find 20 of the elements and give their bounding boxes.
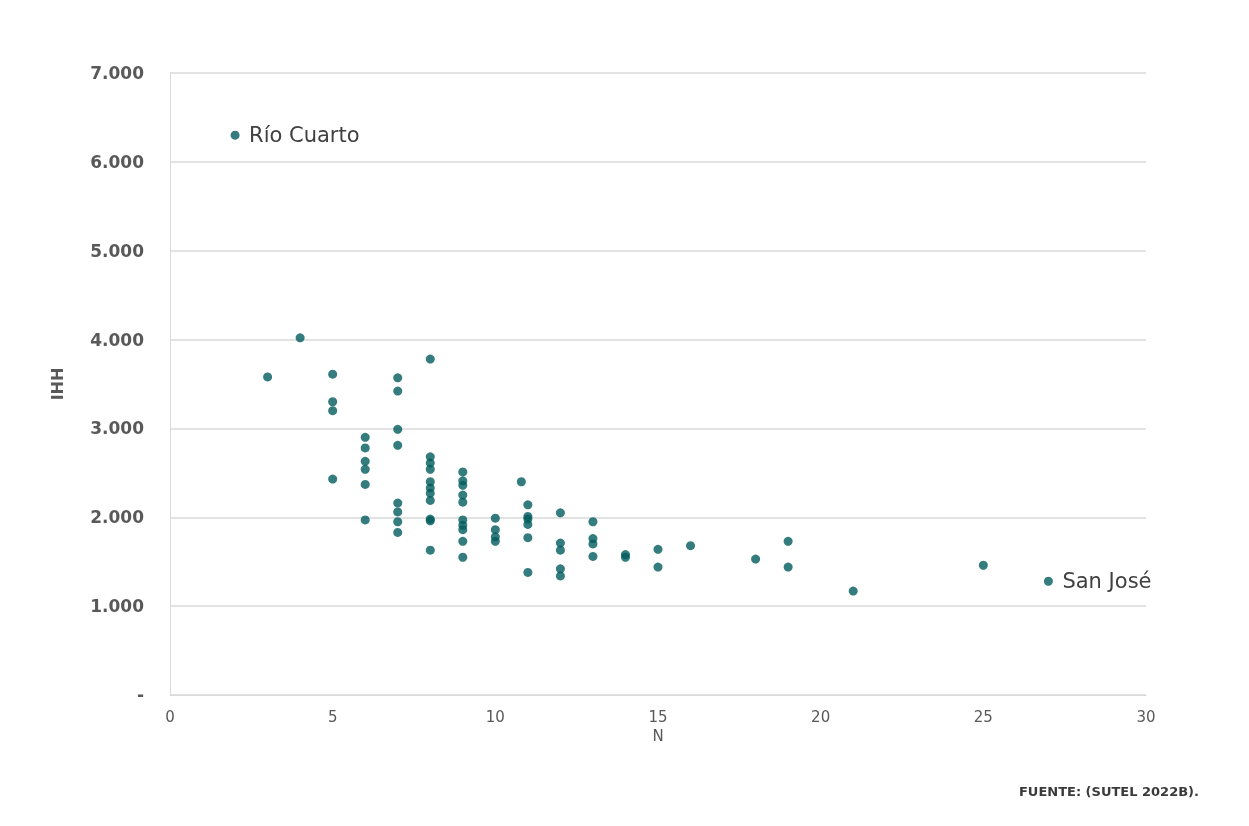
y-tick-label: - <box>136 685 144 705</box>
x-axis-title: N <box>652 727 664 746</box>
y-tick-label: 3.000 <box>90 418 145 439</box>
x-tick-label: 5 <box>327 707 338 726</box>
y-tick-label: 1.000 <box>90 596 145 617</box>
annotation: San José <box>1062 569 1152 594</box>
y-tick-label: 2.000 <box>90 507 145 528</box>
x-tick-label: 0 <box>165 707 175 726</box>
annotation: Río Cuarto <box>249 123 360 148</box>
y-tick-label: 7.000 <box>90 63 145 83</box>
x-tick-label: 30 <box>1136 707 1156 726</box>
x-tick-label: 25 <box>973 707 993 726</box>
y-axis-title: IHH <box>47 367 67 401</box>
x-tick-label: 10 <box>485 707 505 726</box>
x-tick-label: 20 <box>811 707 831 726</box>
x-tick-label: 15 <box>648 707 668 726</box>
source-note: FUENTE: (SUTEL 2022B). <box>1018 784 1199 799</box>
y-tick-label: 5.000 <box>90 240 145 261</box>
y-tick-label: 6.000 <box>90 151 145 172</box>
y-tick-label: 4.000 <box>90 329 145 350</box>
